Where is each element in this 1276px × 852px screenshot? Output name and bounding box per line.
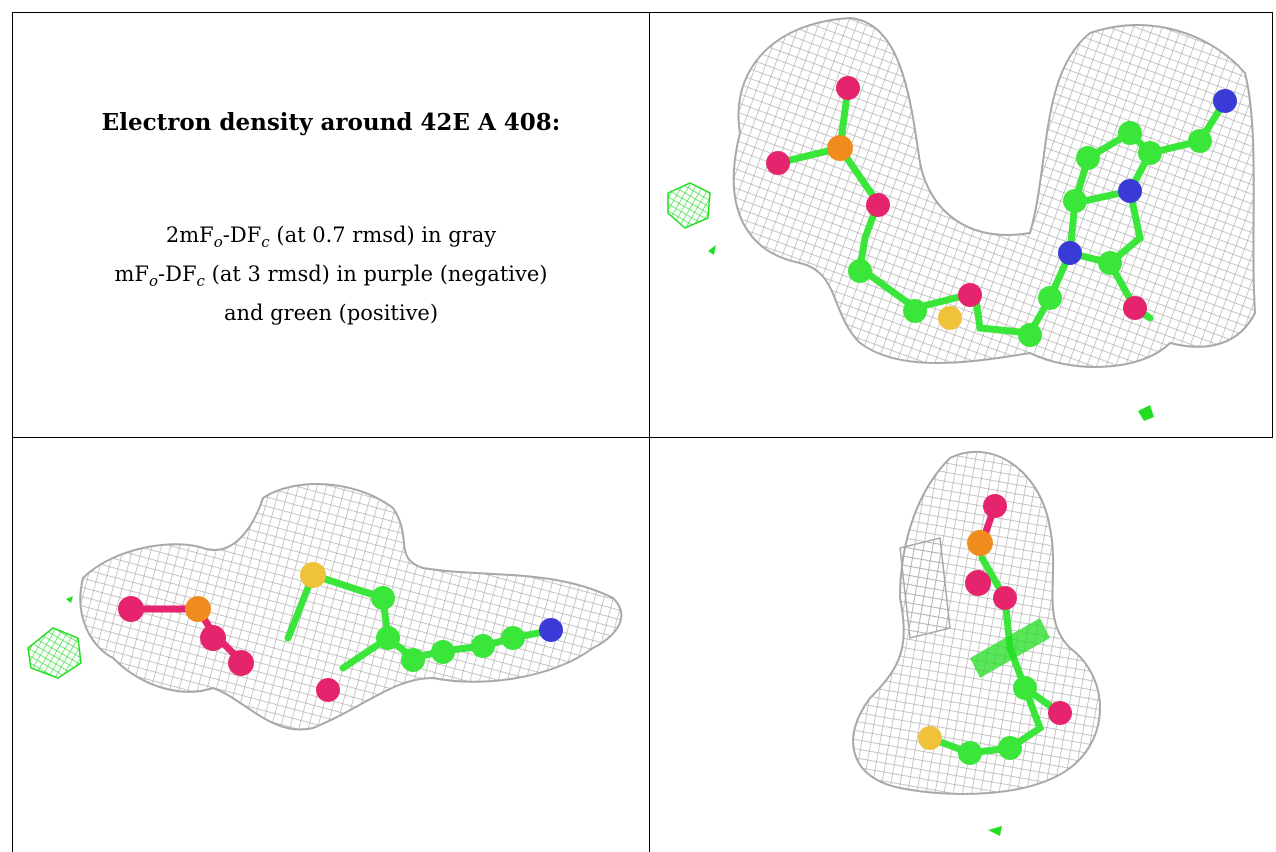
caption: Electron density around 42E A 408: 2mFo-… [13, 13, 649, 437]
density-view-bottom-left [13, 438, 649, 852]
table-border-top [12, 12, 1273, 13]
atoms [766, 76, 1237, 347]
atoms [918, 494, 1072, 765]
density-mesh [732, 16, 1257, 368]
table-border-middle [12, 437, 1273, 438]
positive-density [667, 182, 1154, 421]
table-border-left [12, 12, 13, 852]
caption-cell: Electron density around 42E A 408: 2mFo-… [13, 13, 649, 437]
caption-line-colors: and green (positive) [223, 301, 439, 326]
density-mesh [852, 450, 1101, 795]
positive-density [27, 596, 82, 679]
atoms [118, 562, 563, 702]
density-mesh [79, 483, 623, 731]
caption-description: 2mFo-DFc (at 0.7 rmsd) in gray mFo-DFc (… [13, 219, 649, 329]
table-border-center [649, 12, 650, 852]
density-image-2 [27, 483, 623, 731]
density-image-1 [667, 16, 1257, 421]
density-image-3 [852, 450, 1101, 836]
table-border-right [1272, 12, 1273, 437]
density-view-bottom-right [650, 438, 1276, 852]
caption-title: Electron density around 42E A 408: [101, 109, 561, 136]
positive-density [970, 618, 1050, 836]
caption-line-2mfo: 2mFo-DFc (at 0.7 rmsd) in gray [165, 223, 497, 252]
caption-line-mfo: mFo-DFc (at 3 rmsd) in purple (negative) [114, 262, 548, 291]
density-view-top-right [650, 13, 1272, 437]
